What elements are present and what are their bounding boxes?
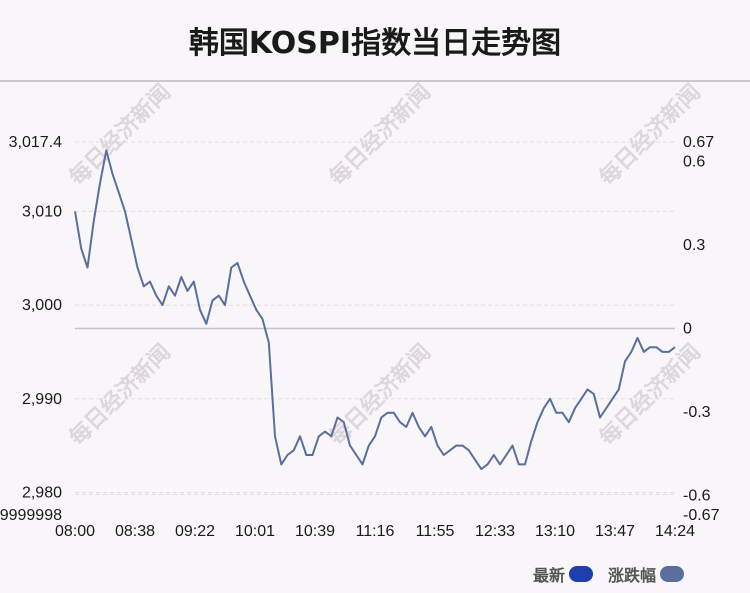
y-right-tick-label: 0.67 bbox=[683, 134, 714, 151]
y-left-tick-label: 2979.9999999999998 bbox=[0, 507, 62, 524]
watermark-text: 每日经济新闻 bbox=[64, 79, 176, 191]
y-axis-left: 3,017.4 3,010 3,000 2,990 2,980 2979.99999999… bbox=[0, 134, 62, 524]
chart-title: 韩国KOSPI指数当日走势图 bbox=[188, 26, 562, 61]
legend-swatch-change bbox=[660, 566, 685, 582]
y-left-tick-label: 3,010 bbox=[22, 203, 62, 220]
legend-label-latest: 最新 bbox=[533, 566, 566, 585]
y-right-tick-label: -0.3 bbox=[683, 404, 711, 421]
x-tick-label: 13:10 bbox=[535, 523, 575, 540]
x-tick-label: 10:01 bbox=[235, 523, 275, 540]
watermark-text: 每日经济新闻 bbox=[324, 339, 436, 451]
series-line-kospi bbox=[74, 149, 676, 471]
legend-label-change: 涨跌幅 bbox=[608, 566, 657, 585]
title-divider bbox=[0, 80, 750, 82]
watermark-text: 每日经济新闻 bbox=[324, 79, 436, 191]
watermark-text: 每日经济新闻 bbox=[594, 339, 706, 451]
y-left-tick-label: 2,980 bbox=[22, 485, 62, 502]
legend-latest: 最新 bbox=[533, 562, 594, 586]
legend-change: 涨跌幅 bbox=[608, 562, 685, 586]
y-left-tick-label: 3,000 bbox=[22, 297, 62, 314]
y-right-tick-label: 0 bbox=[683, 321, 692, 338]
grid-lines bbox=[75, 141, 675, 495]
y-right-tick-label: 0.3 bbox=[683, 237, 705, 254]
x-tick-label: 11:16 bbox=[356, 523, 395, 540]
y-axis-right: 0.67 0.6 0.3 0 -0.3 -0.6 -0.67 bbox=[683, 134, 720, 524]
x-tick-label: 13:47 bbox=[595, 523, 635, 540]
x-tick-label: 08:00 bbox=[55, 523, 95, 540]
x-tick-label: 14:24 bbox=[655, 523, 695, 540]
y-left-tick-label: 2,990 bbox=[22, 391, 62, 408]
y-right-tick-label: 0.6 bbox=[683, 153, 705, 170]
y-right-tick-label: -0.67 bbox=[683, 507, 720, 524]
watermark-text: 每日经济新闻 bbox=[64, 339, 176, 451]
x-tick-label: 09:22 bbox=[175, 523, 215, 540]
y-right-tick-label: -0.6 bbox=[683, 488, 711, 505]
x-tick-label: 12:33 bbox=[475, 523, 515, 540]
legend-swatch-latest bbox=[569, 566, 594, 582]
x-tick-label: 08:38 bbox=[115, 523, 155, 540]
y-left-tick-label: 3,017.4 bbox=[9, 134, 62, 151]
x-tick-label: 10:39 bbox=[295, 523, 335, 540]
x-axis: 08:00 08:38 09:22 10:01 10:39 11:16 11:55 12:33… bbox=[55, 523, 695, 540]
x-tick-label: 11:55 bbox=[416, 523, 455, 540]
